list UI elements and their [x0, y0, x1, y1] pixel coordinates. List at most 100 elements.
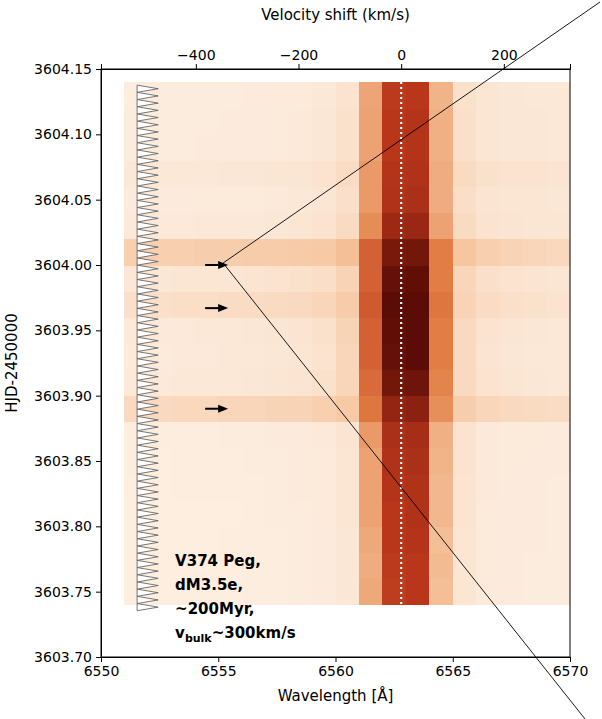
heatmap-cell: [547, 317, 570, 344]
heatmap-cell: [265, 265, 289, 292]
heatmap-cell: [382, 526, 406, 553]
heatmap-cell: [547, 396, 570, 423]
heatmap-cell: [171, 474, 195, 501]
exposure-marker: [137, 582, 158, 589]
heatmap-cell: [312, 526, 336, 553]
heatmap-cell: [265, 134, 289, 161]
tick-label: 3604.05: [34, 192, 92, 208]
heatmap-cell: [312, 317, 336, 344]
heatmap-cell: [406, 291, 430, 318]
tick-mark: [96, 69, 101, 70]
heatmap-cell: [336, 422, 360, 449]
heatmap-cell: [171, 526, 195, 553]
heatmap-cell: [406, 396, 430, 423]
heatmap-cell: [265, 291, 289, 318]
heatmap-cell: [453, 239, 477, 266]
heatmap-cell: [523, 396, 547, 423]
heatmap-cell: [406, 82, 430, 109]
tick-mark: [453, 657, 454, 662]
tick-mark: [218, 657, 219, 662]
heatmap-cell: [476, 422, 500, 449]
heatmap-cell: [476, 317, 500, 344]
heatmap-cell: [500, 500, 524, 527]
heatmap-cell: [500, 343, 524, 370]
heatmap-cell: [453, 500, 477, 527]
heatmap-cell: [312, 448, 336, 475]
exposure-marker: [137, 380, 158, 387]
x2-axis-title: Velocity shift (km/s): [261, 6, 410, 24]
heatmap-cell: [429, 239, 453, 266]
heatmap-cell: [171, 213, 195, 240]
heatmap-cell: [547, 448, 570, 475]
heatmap-cell: [312, 474, 336, 501]
exposure-marker: [137, 244, 158, 251]
heatmap-cell: [195, 239, 219, 266]
heatmap-cell: [547, 213, 570, 240]
tick-mark: [96, 526, 101, 527]
heatmap-cell: [336, 82, 360, 109]
tick: 3603.75: [34, 584, 101, 600]
heatmap-cell: [382, 370, 406, 397]
heatmap-cell: [265, 422, 289, 449]
exposure-marker: [137, 546, 158, 553]
tick-label: 6560: [318, 663, 354, 679]
heatmap-cell: [359, 448, 383, 475]
heatmap-cell: [171, 265, 195, 292]
arrow: [205, 304, 228, 312]
heatmap-cell: [382, 108, 406, 135]
tick: −400: [177, 47, 215, 69]
heatmap-cell: [500, 396, 524, 423]
exposure-marker: [137, 388, 158, 395]
heatmap-cell: [359, 160, 383, 187]
heatmap-cell: [500, 448, 524, 475]
tick-mark: [570, 657, 571, 662]
heatmap-cell: [500, 579, 524, 606]
exposure-marker: [137, 359, 158, 366]
heatmap-cell: [523, 552, 547, 579]
heatmap-cell: [500, 239, 524, 266]
heatmap-cell: [195, 82, 219, 109]
tick: 6555: [201, 657, 237, 679]
heatmap-cell: [242, 291, 266, 318]
heatmap-cell: [500, 370, 524, 397]
exposure-marker: [137, 128, 158, 135]
heatmap-cell: [336, 343, 360, 370]
tick: 6565: [435, 657, 471, 679]
heatmap-cell: [523, 108, 547, 135]
heatmap-cell: [406, 187, 430, 214]
heatmap-cell: [359, 552, 383, 579]
tick-label: 6555: [201, 663, 237, 679]
tick: 3603.80: [34, 518, 101, 534]
heatmap-cell: [289, 82, 313, 109]
heatmap-cell: [359, 396, 383, 423]
heatmap-cell: [359, 343, 383, 370]
heatmap-cell: [289, 370, 313, 397]
heatmap-cell: [429, 187, 453, 214]
exposure-marker: [137, 445, 158, 452]
heatmap-cell: [171, 134, 195, 161]
heatmap-cell: [242, 396, 266, 423]
tick: 3603.70: [34, 649, 101, 665]
x-axis: 65506555656065656570: [84, 657, 589, 679]
exposure-marker: [137, 366, 158, 373]
heatmap-cell: [429, 317, 453, 344]
heatmap-cell: [547, 526, 570, 553]
heatmap-cell: [382, 187, 406, 214]
heatmap-cell: [265, 370, 289, 397]
heatmap-cell: [476, 239, 500, 266]
tick-label: 6570: [553, 663, 589, 679]
tick-label: −400: [177, 47, 215, 63]
heatmap-cell: [406, 160, 430, 187]
tick: 6560: [318, 657, 354, 679]
heatmap-cell: [195, 291, 219, 318]
heatmap-cell: [171, 422, 195, 449]
heatmap-cell: [265, 579, 289, 606]
heatmap-cell: [289, 422, 313, 449]
y-axis: 3603.703603.753603.803603.853603.903603.…: [34, 61, 101, 665]
heatmap-cell: [547, 239, 570, 266]
heatmap-cell: [382, 500, 406, 527]
heatmap-cell: [453, 526, 477, 553]
heatmap-cell: [289, 343, 313, 370]
heatmap-cell: [382, 552, 406, 579]
heatmap-cell: [312, 265, 336, 292]
